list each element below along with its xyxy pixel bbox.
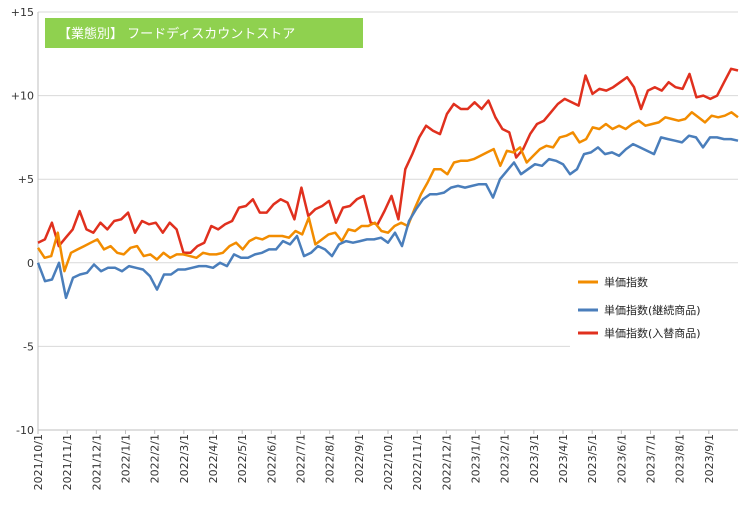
x-tick-label: 2022/11/1: [411, 434, 424, 490]
legend-label: 単価指数: [604, 275, 648, 289]
series-line-1: [36, 134, 739, 300]
y-axis: +15 +10 +5 0 -5 -10: [11, 6, 39, 437]
chart-title: 【業態別】 フードディスカウントストア: [58, 26, 295, 42]
x-tick-label: 2023/2/1: [499, 434, 512, 483]
chart-title-box: 【業態別】 フードディスカウントストア: [45, 18, 363, 48]
x-tick-label: 2022/12/1: [440, 434, 453, 490]
x-tick-label: 2022/3/1: [178, 434, 191, 483]
x-tick-label: 2023/1/1: [470, 434, 483, 483]
y-tick-label: -5: [23, 340, 34, 353]
x-tick-label: 2022/8/1: [324, 434, 337, 483]
x-tick-label: 2022/1/1: [120, 434, 133, 483]
x-axis: 2021/10/1 2021/11/1 2021/12/1 2022/1/1 2022/…: [32, 429, 738, 490]
y-tick-label: 0: [27, 257, 34, 270]
x-tick-label: 2022/5/1: [236, 434, 249, 483]
chart-title-background: [45, 18, 363, 48]
x-tick-label: 2023/7/1: [645, 434, 658, 483]
y-tick-label: +15: [11, 6, 34, 19]
series-lines: [36, 67, 739, 300]
x-tick-label: 2023/3/1: [528, 434, 541, 483]
x-tick-label: 2022/4/1: [207, 434, 220, 483]
x-tick-label: 2023/5/1: [586, 434, 599, 483]
series-line-2: [37, 67, 739, 255]
x-tick-label: 2022/10/1: [382, 434, 395, 490]
y-tick-label: -10: [16, 424, 34, 437]
x-tick-label: 2022/6/1: [265, 434, 278, 483]
legend-label: 単価指数(継続商品): [604, 303, 701, 317]
x-tick-label: 2021/12/1: [90, 434, 103, 490]
x-tick-label: 2021/10/1: [32, 434, 45, 490]
y-tick-label: +5: [18, 173, 34, 186]
x-tick-label: 2022/7/1: [295, 434, 308, 483]
x-tick-label: 2021/11/1: [61, 434, 74, 490]
legend-label: 単価指数(入替商品): [604, 326, 701, 340]
x-tick-label: 2023/4/1: [557, 434, 570, 483]
y-tick-label: +10: [11, 90, 34, 103]
x-tick-label: 2023/8/1: [674, 434, 687, 483]
x-tick-label: 2022/9/1: [353, 434, 366, 483]
x-tick-label: 2022/2/1: [149, 434, 162, 483]
series-line-0: [36, 111, 739, 273]
x-tick-label: 2023/6/1: [615, 434, 628, 483]
x-tick-label: 2023/9/1: [703, 434, 716, 483]
